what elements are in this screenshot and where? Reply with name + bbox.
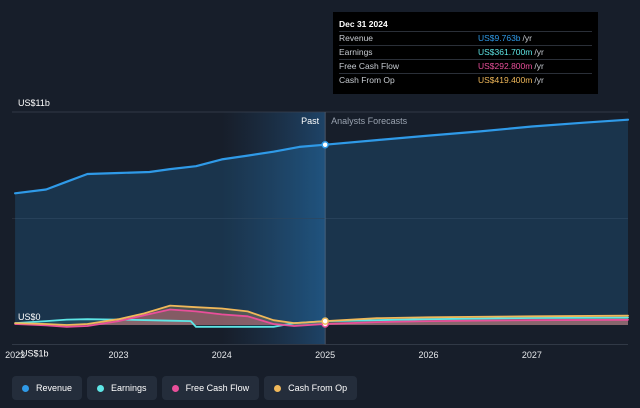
free-cash-flow-area: [15, 309, 629, 327]
legend-item-earnings[interactable]: Earnings: [87, 376, 157, 400]
legend-dot-icon: [22, 384, 29, 392]
x-tick-label: 2023: [108, 350, 128, 360]
tooltip-label: Free Cash Flow: [339, 61, 399, 71]
tooltip-row-revenue: Revenue US$9.763b /yr: [339, 31, 592, 45]
legend-item-revenue[interactable]: Revenue: [12, 376, 83, 400]
legend-dot-icon: [97, 384, 105, 392]
tooltip-value: US$292.800m: [478, 61, 533, 71]
free-cash-flow-line: [14, 308, 629, 328]
x-tick-label: 2027: [522, 350, 542, 360]
tooltip-date: Dec 31 2024: [339, 19, 388, 29]
x-tick-label: 2025: [315, 350, 335, 360]
tooltip-value: US$419.400m: [478, 75, 533, 85]
tooltip: Dec 31 2024 Revenue US$9.763b /yr Earnin…: [333, 12, 598, 94]
series-lines: [14, 118, 630, 328]
legend-label: Earnings: [111, 383, 147, 393]
gridlines: [12, 111, 628, 345]
x-tick-label: 2026: [419, 350, 439, 360]
y-tick-label: US$0: [18, 312, 41, 322]
revenue-line: [14, 118, 630, 195]
x-tick-label: 2024: [212, 350, 232, 360]
legend-label: Cash From Op: [288, 383, 348, 393]
tooltip-unit: /yr: [534, 61, 544, 71]
tooltip-label: Cash From Op: [339, 75, 395, 85]
revenue-marker: [321, 140, 329, 149]
series-areas: [15, 119, 629, 327]
tooltip-unit: /yr: [534, 75, 544, 85]
past-label: Past: [301, 116, 320, 126]
cash-from-op-line: [14, 304, 629, 326]
tooltip-value: US$9.763b: [478, 33, 521, 43]
tooltip-unit: /yr: [522, 33, 532, 43]
tooltip-label: Revenue: [339, 33, 374, 43]
tooltip-row-cash-from-op: Cash From Op US$419.400m /yr: [339, 73, 592, 87]
tooltip-unit: /yr: [534, 47, 544, 57]
x-tick-label: 2022: [5, 350, 25, 360]
forecast-label: Analysts Forecasts: [331, 116, 408, 126]
y-tick-label: -US$1b: [18, 348, 49, 358]
legend-item-cash-from-op[interactable]: Cash From Op: [264, 376, 358, 400]
tooltip-value: US$361.700m: [478, 47, 533, 57]
cash-from-op-marker: [321, 317, 329, 325]
earnings-line: [14, 316, 629, 328]
legend-dot-icon: [171, 384, 179, 392]
tooltip-row-free-cash-flow: Free Cash Flow US$292.800m /yr: [339, 59, 592, 73]
legend-label: Free Cash Flow: [185, 383, 250, 393]
y-tick-label: US$11b: [18, 98, 50, 108]
tooltip-label: Earnings: [339, 47, 373, 57]
series-markers: [321, 140, 329, 328]
legend-dot-icon: [274, 384, 282, 392]
legend-item-free-cash-flow[interactable]: Free Cash Flow: [161, 376, 260, 400]
revenue-area: [15, 119, 629, 325]
tooltip-row-earnings: Earnings US$361.700m /yr: [339, 45, 592, 59]
legend-label: Revenue: [36, 383, 73, 393]
legend: Revenue Earnings Free Cash Flow Cash Fro…: [12, 376, 358, 400]
